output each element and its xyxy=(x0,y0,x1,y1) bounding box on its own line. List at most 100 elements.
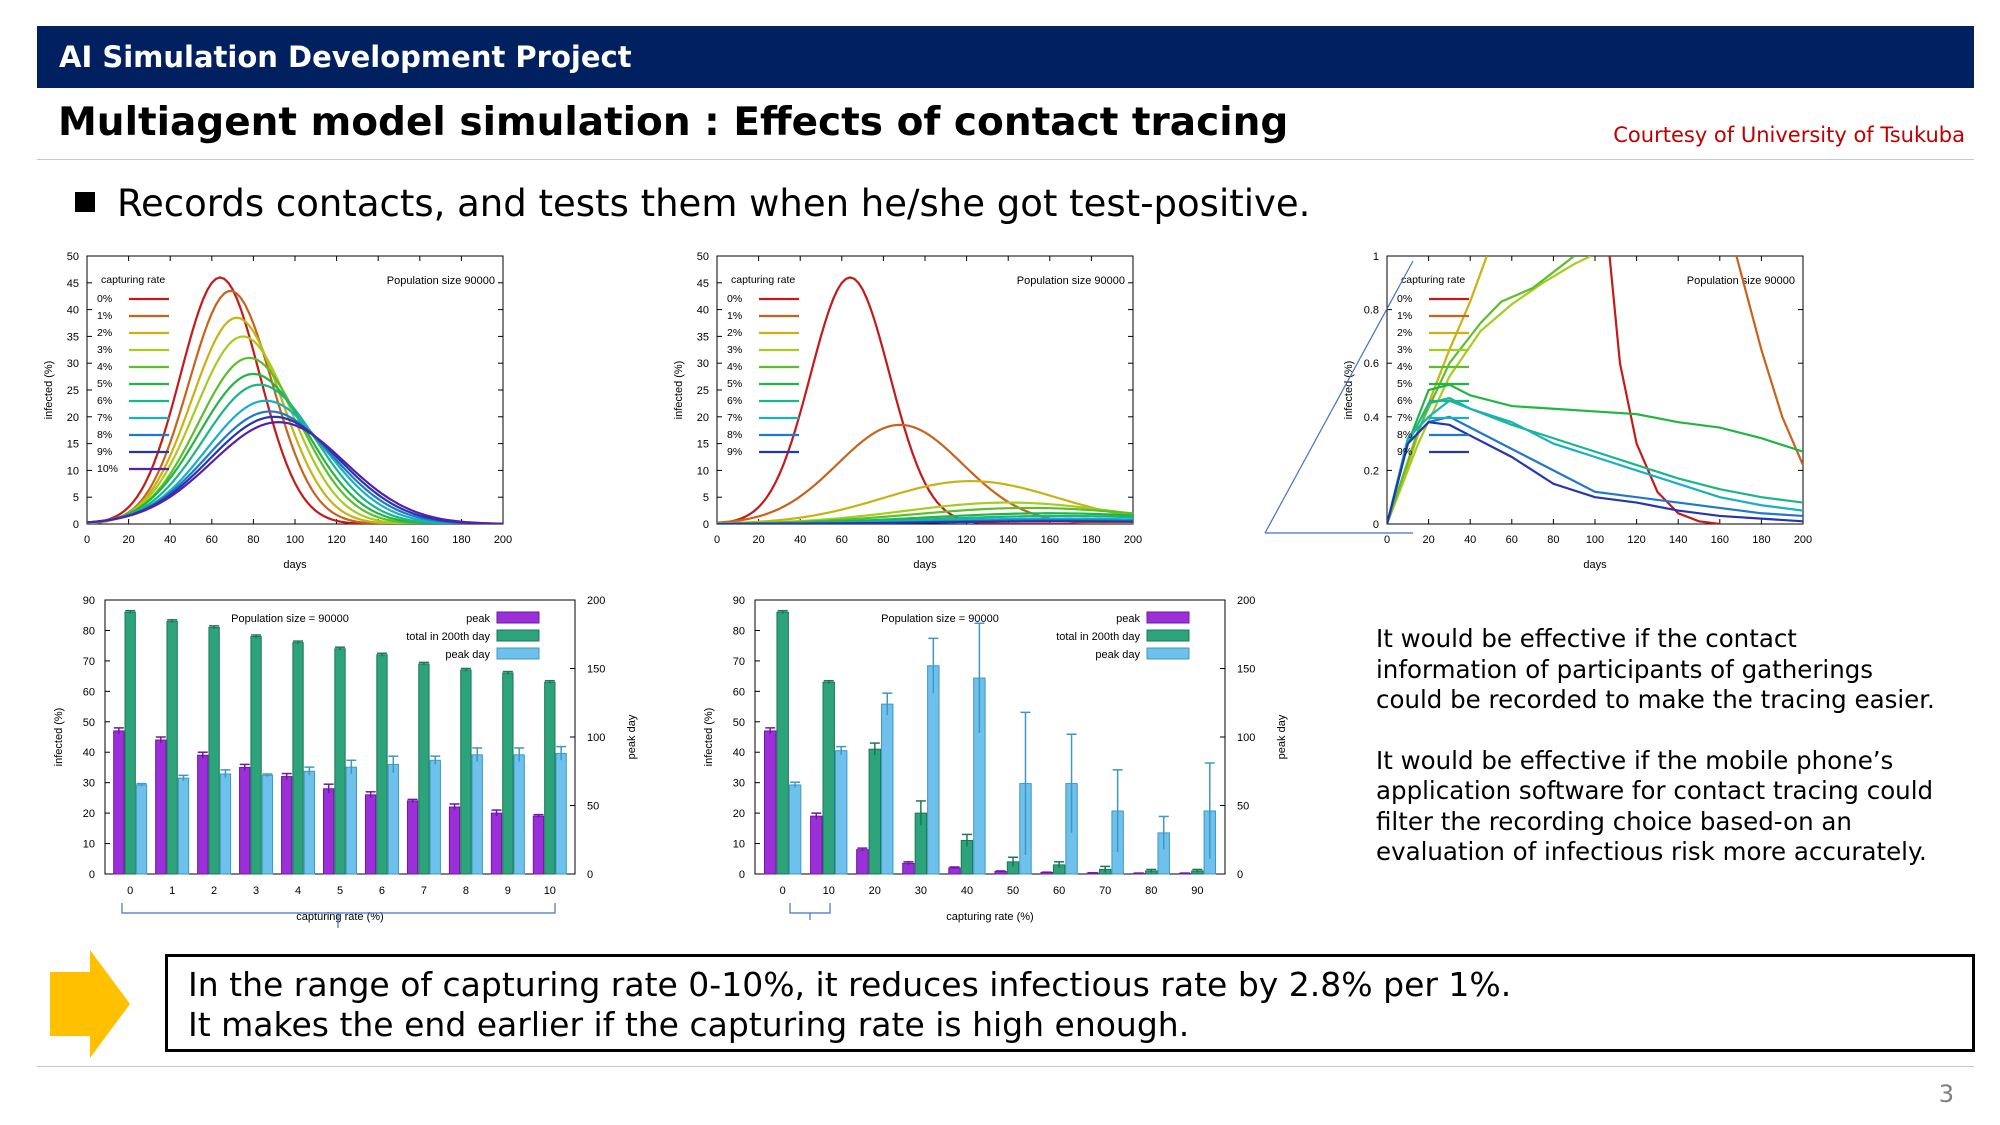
legend-swatch xyxy=(496,629,540,642)
bar xyxy=(113,730,125,875)
x-tick-label: 10 xyxy=(823,885,835,897)
x-tick-label: 80 xyxy=(1145,885,1157,897)
legend-label: 0% xyxy=(1397,293,1412,305)
legend-label: 0% xyxy=(97,293,112,305)
chart-annotation: Population size 90000 xyxy=(387,275,495,287)
square-bullet-icon xyxy=(75,192,95,212)
x-tick-label: 0 xyxy=(84,534,90,546)
bullet-point: Records contacts, and tests them when he… xyxy=(75,182,1310,225)
series-line xyxy=(1387,256,1592,524)
legend-label: 3% xyxy=(1397,344,1412,356)
x-tick-label: 120 xyxy=(957,534,975,546)
legend-label: total in 200th day xyxy=(1056,631,1140,643)
y2-tick-label: 200 xyxy=(587,595,605,607)
range-bracket xyxy=(789,903,831,914)
legend-label: 8% xyxy=(97,429,112,441)
y2-tick-label: 150 xyxy=(587,664,605,676)
x-tick-label: 60 xyxy=(206,534,218,546)
y-tick-label: 0.6 xyxy=(1364,358,1379,370)
x-tick-label: 70 xyxy=(1099,885,1111,897)
x-tick-label: 0 xyxy=(780,885,786,897)
legend-label: 5% xyxy=(97,378,112,390)
y-tick-label: 30 xyxy=(733,778,745,790)
bar xyxy=(490,812,503,875)
legend-title: capturing rate xyxy=(101,274,165,286)
x-tick-label: 100 xyxy=(1586,534,1604,546)
x-tick-label: 160 xyxy=(1041,534,1059,546)
series-line xyxy=(1387,399,1803,524)
legend-label: 9% xyxy=(727,446,742,458)
y-tick-label: 70 xyxy=(733,656,745,668)
x-tick-label: 20 xyxy=(752,534,764,546)
title-divider xyxy=(37,159,1974,160)
line-chart-tracing: 0 20 40 60 80 100 120 140 160 180 200 0 5 10 15 20 25 30 3… xyxy=(670,248,1290,588)
x-tick-label: 180 xyxy=(452,534,470,546)
legend-label: 1% xyxy=(727,310,742,322)
legend-swatch xyxy=(496,611,540,624)
y-tick-label: 15 xyxy=(67,439,79,451)
footer-divider xyxy=(37,1066,1974,1067)
x-tick-label: 100 xyxy=(916,534,934,546)
legend-label: peak xyxy=(1116,613,1140,625)
y-tick-label: 10 xyxy=(67,465,79,477)
bar xyxy=(345,766,357,875)
x-axis-label: days xyxy=(283,559,307,571)
x-tick-label: 200 xyxy=(494,534,512,546)
y-tick-label: 50 xyxy=(83,717,95,729)
x-tick-label: 140 xyxy=(369,534,387,546)
x-tick-label: 20 xyxy=(122,534,134,546)
x-tick-label: 140 xyxy=(1669,534,1687,546)
x-tick-label: 0 xyxy=(127,885,133,897)
legend-label: 4% xyxy=(1397,361,1412,373)
legend-label: 6% xyxy=(1397,395,1412,407)
y2-tick-label: 100 xyxy=(1237,732,1255,744)
y-axis-label: infected (%) xyxy=(53,708,65,767)
x-tick-label: 60 xyxy=(1506,534,1518,546)
legend-label: 8% xyxy=(1397,429,1412,441)
x-tick-label: 200 xyxy=(1124,534,1142,546)
legend-label: 9% xyxy=(97,446,112,458)
x-tick-label: 1 xyxy=(169,885,175,897)
x-axis-label: days xyxy=(913,559,937,571)
y-tick-label: 40 xyxy=(83,747,95,759)
x-tick-label: 50 xyxy=(1007,885,1019,897)
bar xyxy=(406,800,419,875)
y-tick-label: 45 xyxy=(67,278,79,290)
series-line xyxy=(1387,396,1803,524)
legend-label: 6% xyxy=(97,395,112,407)
y-axis-label: infected (%) xyxy=(1343,361,1355,420)
series-group xyxy=(717,276,1133,524)
bar xyxy=(155,739,167,875)
legend-label: peak day xyxy=(1095,649,1140,661)
bar xyxy=(387,763,399,875)
y2-axis-label: peak day xyxy=(1276,714,1288,759)
x-tick-label: 200 xyxy=(1794,534,1812,546)
bar xyxy=(776,611,789,875)
legend-label: 7% xyxy=(97,412,112,424)
right-arrow-icon xyxy=(50,950,130,1058)
legend-label: 4% xyxy=(97,361,112,373)
legend-label: 0% xyxy=(727,293,742,305)
chart-annotation: Population size 90000 xyxy=(1017,275,1125,287)
x-tick-label: 90 xyxy=(1191,885,1203,897)
bar xyxy=(418,663,430,875)
bar xyxy=(364,794,377,875)
y-tick-label: 60 xyxy=(733,686,745,698)
y-tick-label: 0 xyxy=(1373,519,1379,531)
y-tick-label: 20 xyxy=(67,412,79,424)
chart-annotation: Population size = 90000 xyxy=(881,613,999,625)
conclusion-line-2: It makes the end earlier if the capturin… xyxy=(188,1005,1190,1044)
series-line xyxy=(1387,383,1803,524)
chart-annotation: Population size = 90000 xyxy=(231,613,349,625)
bar xyxy=(763,730,777,875)
bar xyxy=(250,636,262,875)
x-tick-label: 20 xyxy=(869,885,881,897)
x-tick-label: 60 xyxy=(1053,885,1065,897)
x-axis-label: capturing rate (%) xyxy=(296,911,383,923)
bar xyxy=(555,752,567,875)
legend-label: 6% xyxy=(727,395,742,407)
bar xyxy=(303,770,316,875)
y-tick-label: 80 xyxy=(733,625,745,637)
plot-frame xyxy=(1386,255,1804,525)
bar xyxy=(868,748,882,875)
